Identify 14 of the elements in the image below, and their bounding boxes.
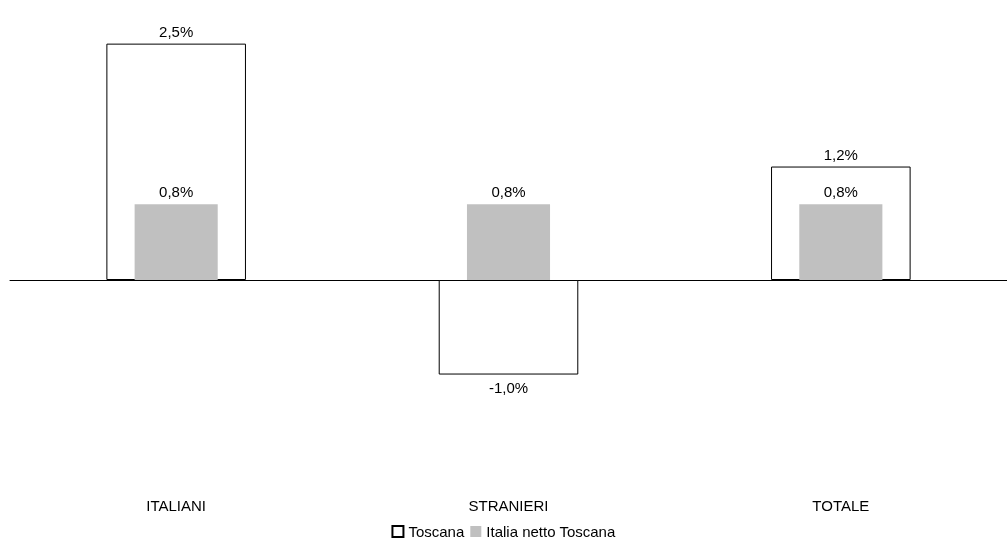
data-label: -1,0% — [488, 378, 529, 396]
data-label: 1,2% — [823, 145, 858, 163]
data-label: 0,8% — [491, 183, 526, 201]
bar — [799, 204, 883, 280]
legend-label: Italia netto Toscana — [486, 523, 616, 540]
bar — [466, 204, 551, 280]
bar — [134, 204, 218, 280]
data-label: 2,5% — [159, 22, 194, 40]
x-tick-label: TOTALE — [812, 497, 870, 514]
data-label: 0,8% — [823, 183, 858, 201]
x-tick-label: ITALIANI — [146, 497, 207, 514]
data-label: 0,8% — [159, 183, 194, 201]
x-tick-label: STRANIERI — [468, 497, 549, 514]
legend-label: Toscana — [408, 523, 465, 540]
